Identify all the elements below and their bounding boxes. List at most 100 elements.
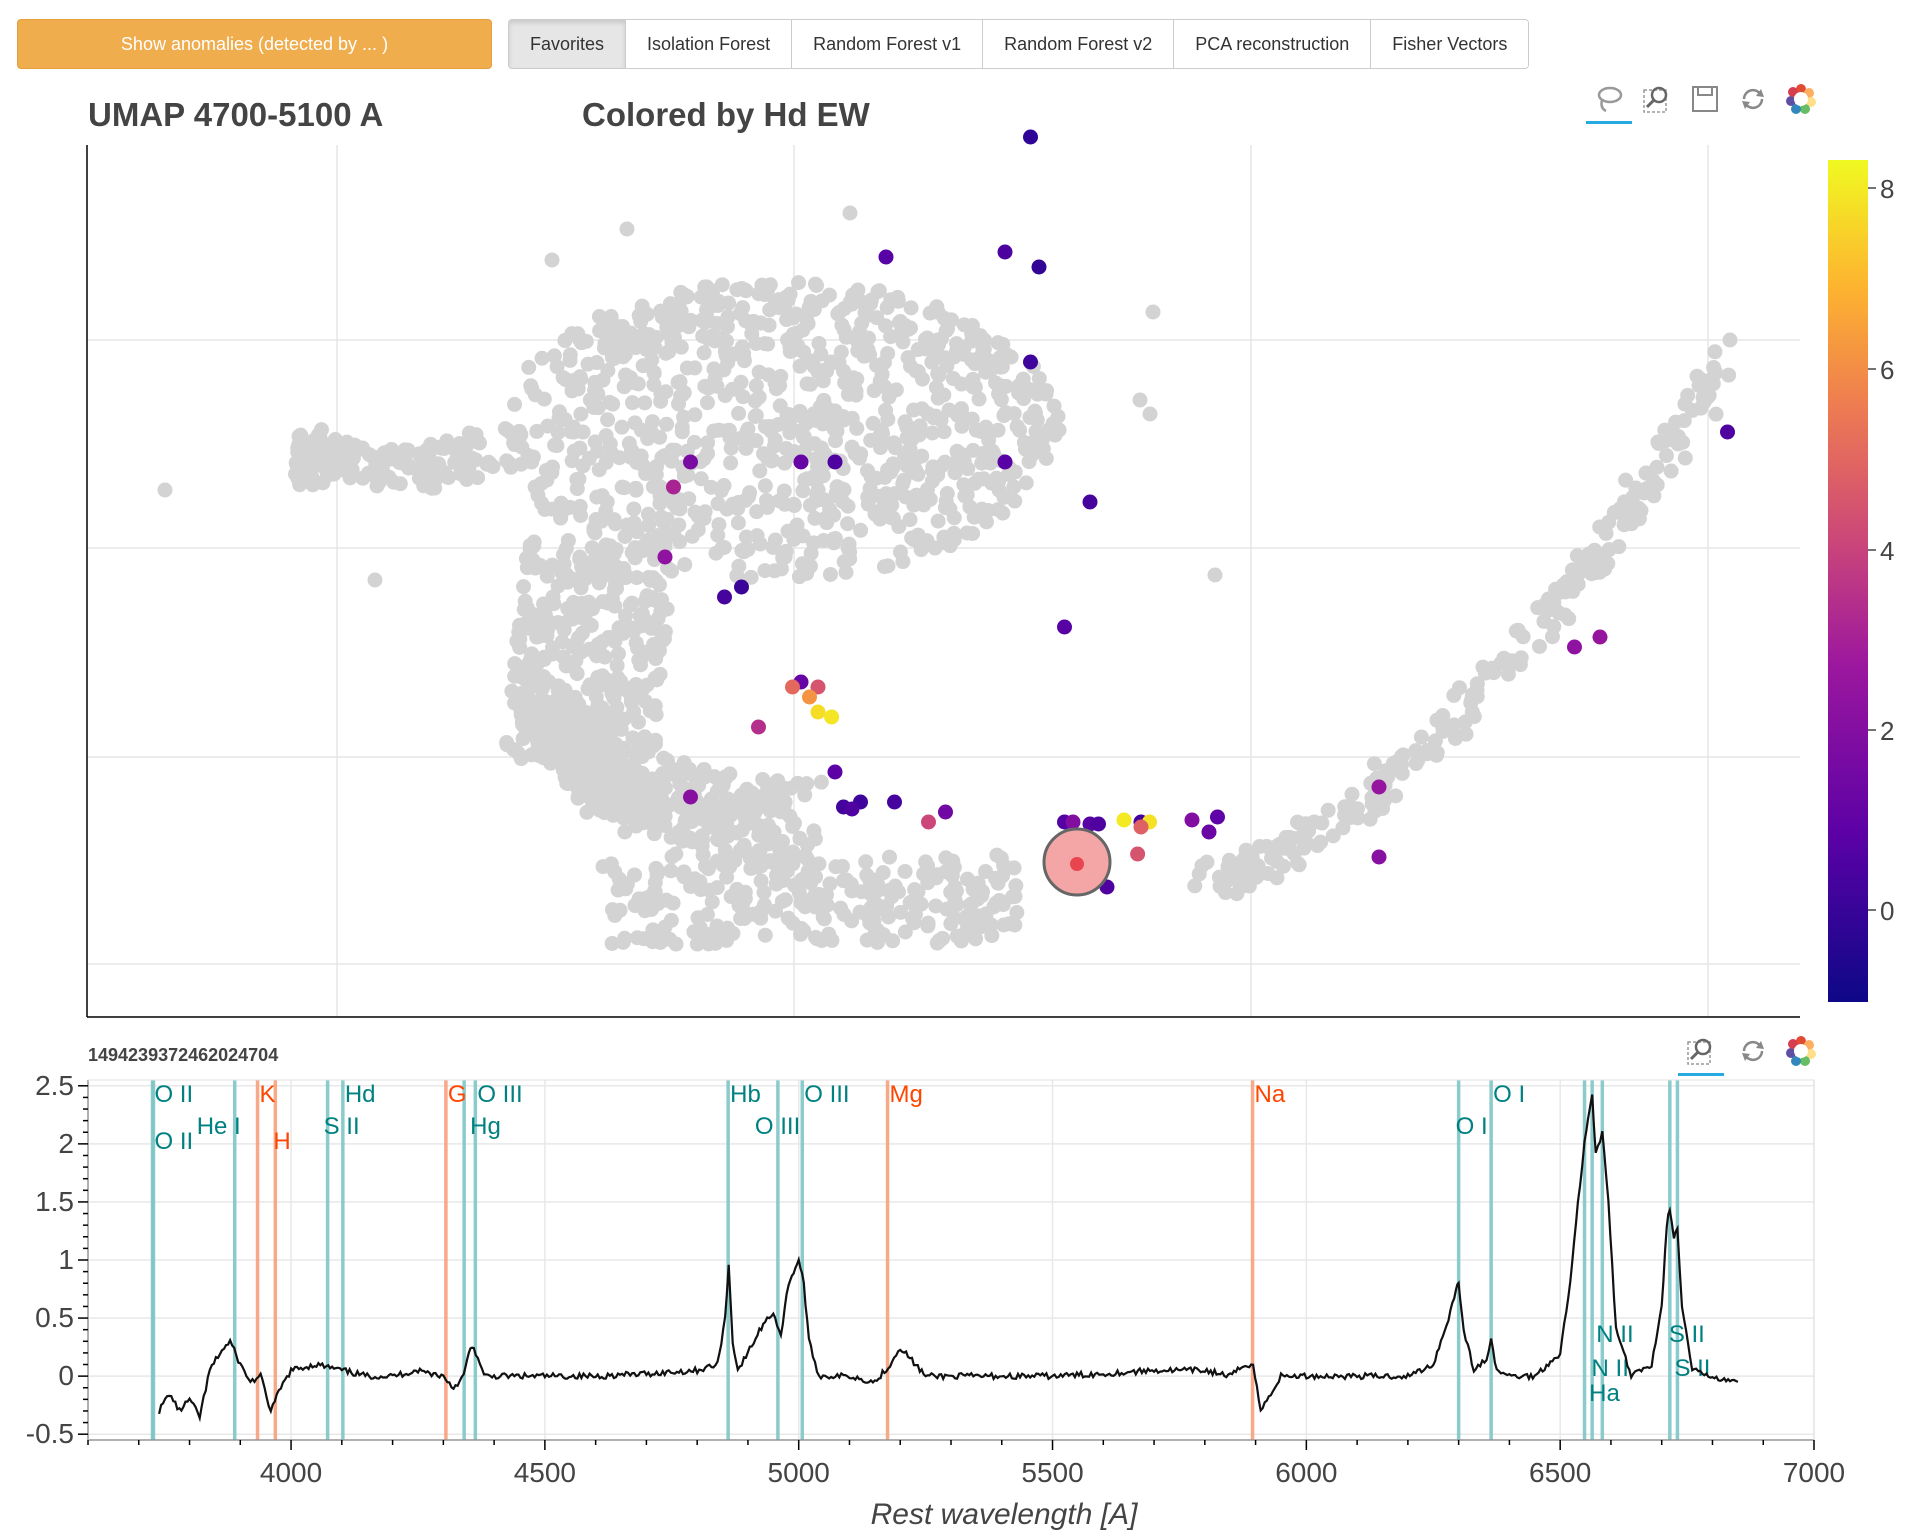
background-point xyxy=(967,475,983,491)
background-point xyxy=(1515,629,1531,645)
spectral-line-label: O II xyxy=(154,1128,193,1155)
tab-fisher-vectors[interactable]: Fisher Vectors xyxy=(1371,20,1529,68)
background-point xyxy=(727,853,743,869)
spectral-line-label: O III xyxy=(477,1081,522,1108)
background-point xyxy=(866,912,882,928)
bokeh-logo-icon[interactable] xyxy=(1784,82,1818,116)
background-point xyxy=(993,378,1009,394)
background-point xyxy=(518,703,534,719)
background-point xyxy=(1447,730,1463,746)
colorbar-ticks xyxy=(1868,187,1876,911)
background-point xyxy=(707,371,723,387)
background-point xyxy=(770,416,786,432)
bokeh-logo-icon[interactable] xyxy=(1784,1034,1818,1068)
background-point xyxy=(890,884,906,900)
umap-scatter-plot[interactable]: 8 6 4 2 0 xyxy=(0,0,1906,1040)
background-point xyxy=(899,430,915,446)
background-point xyxy=(793,920,809,936)
background-point xyxy=(955,346,971,362)
background-point xyxy=(570,790,586,806)
background-point xyxy=(507,396,523,412)
background-point xyxy=(984,928,1000,944)
background-point xyxy=(884,497,900,513)
colored-point xyxy=(921,814,936,830)
tab-random-forest-v2[interactable]: Random Forest v2 xyxy=(983,20,1175,68)
spectrum-gridlines xyxy=(88,1080,1815,1440)
background-point xyxy=(1337,807,1353,823)
spectral-line-label: O I xyxy=(1493,1081,1525,1108)
background-point xyxy=(457,444,473,460)
save-icon[interactable] xyxy=(1688,82,1722,116)
colored-point xyxy=(717,589,732,605)
background-point xyxy=(696,451,712,467)
background-point xyxy=(355,470,371,486)
background-point xyxy=(992,359,1008,375)
background-point xyxy=(1486,665,1502,681)
background-point xyxy=(757,478,773,494)
background-point xyxy=(592,733,608,749)
background-point xyxy=(828,859,844,875)
background-point xyxy=(532,557,548,573)
tab-random-forest-v1[interactable]: Random Forest v1 xyxy=(792,20,984,68)
lasso-select-icon[interactable] xyxy=(1586,82,1632,124)
background-point xyxy=(823,931,839,947)
background-point xyxy=(731,897,747,913)
background-point xyxy=(398,446,414,462)
background-point xyxy=(792,358,808,374)
background-point xyxy=(569,481,585,497)
background-point xyxy=(1451,680,1467,696)
background-point xyxy=(635,617,651,633)
background-point xyxy=(602,394,618,410)
background-point xyxy=(664,334,680,350)
background-point xyxy=(1145,304,1161,320)
background-point xyxy=(928,408,944,424)
background-point xyxy=(700,435,716,451)
y-tick-label: 1 xyxy=(58,1244,74,1275)
background-point xyxy=(902,895,918,911)
background-point xyxy=(811,335,827,351)
tab-favorites[interactable]: Favorites xyxy=(509,20,627,68)
background-point xyxy=(610,646,626,662)
tab-isolation-forest[interactable]: Isolation Forest xyxy=(626,20,793,68)
reset-icon[interactable] xyxy=(1736,1034,1770,1068)
background-point xyxy=(794,556,810,572)
colored-point xyxy=(827,454,843,470)
x-tick-label: 5500 xyxy=(1021,1457,1083,1488)
background-point xyxy=(1199,854,1215,870)
tab-pca-reconstruction[interactable]: PCA reconstruction xyxy=(1174,20,1372,68)
background-point xyxy=(806,406,822,422)
background-point xyxy=(995,336,1011,352)
background-point xyxy=(1320,802,1336,818)
background-point xyxy=(759,499,775,515)
show-anomalies-button[interactable]: Show anomalies (detected by ... ) xyxy=(17,19,492,69)
reset-icon[interactable] xyxy=(1736,82,1770,116)
background-point xyxy=(755,771,771,787)
background-point xyxy=(910,364,926,380)
background-point xyxy=(842,551,858,567)
background-point xyxy=(543,710,559,726)
background-point xyxy=(1677,396,1693,412)
background-point xyxy=(440,470,456,486)
box-zoom-icon[interactable] xyxy=(1640,82,1674,116)
background-point xyxy=(367,572,383,588)
background-point xyxy=(732,306,748,322)
y-tick-label: -0.5 xyxy=(26,1418,74,1449)
background-point xyxy=(1500,666,1516,682)
selected-point[interactable] xyxy=(1070,857,1084,871)
background-point xyxy=(760,824,776,840)
background-point xyxy=(953,376,969,392)
background-point xyxy=(761,853,777,869)
background-point xyxy=(731,405,747,421)
background-point xyxy=(748,407,764,423)
background-point xyxy=(892,544,908,560)
background-point xyxy=(1413,729,1429,745)
background-point xyxy=(544,557,560,573)
background-point xyxy=(1618,472,1634,488)
background-point xyxy=(956,477,972,493)
background-point xyxy=(612,902,628,918)
background-point xyxy=(1344,786,1360,802)
background-point xyxy=(689,936,705,952)
box-zoom-icon[interactable] xyxy=(1678,1034,1724,1076)
background-point xyxy=(696,761,712,777)
